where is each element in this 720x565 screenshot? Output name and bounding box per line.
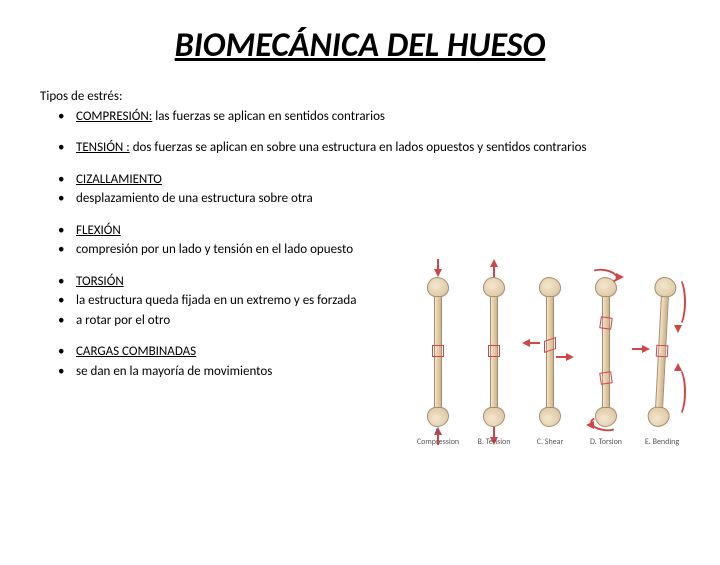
term-torsion: TORSIÓN xyxy=(76,274,124,289)
bullet-torsion-term: TORSIÓN xyxy=(58,273,440,291)
bullet-cizallamiento-term: CIZALLAMIENTO xyxy=(58,171,680,189)
bullet-compresion: COMPRESIÓN: las fuerzas se aplican en se… xyxy=(58,108,680,126)
group-compresion: COMPRESIÓN: las fuerzas se aplican en se… xyxy=(40,108,680,126)
group-combinadas: CARGAS COMBINADAS se dan en la mayoría d… xyxy=(40,343,440,380)
term-combinadas: CARGAS COMBINADAS xyxy=(76,344,196,359)
caption-e: E. Bending xyxy=(640,437,684,447)
intro-text: Tipos de estrés: xyxy=(40,88,680,106)
bone-diagram: A. Compression B. Tension C. xyxy=(416,267,686,482)
bone-shear: C. Shear xyxy=(528,267,572,447)
group-torsion: TORSIÓN la estructura queda fijada en un… xyxy=(40,273,440,330)
desc-compresion: las fuerzas se aplican en sentidos contr… xyxy=(152,109,385,124)
bone-torsion: D. Torsion xyxy=(584,267,628,447)
caption-a: A. Compression xyxy=(416,427,460,447)
caption-d: D. Torsion xyxy=(584,437,628,447)
group-cizallamiento: CIZALLAMIENTO desplazamiento de una estr… xyxy=(40,171,680,208)
bullet-flexion-term: FLEXIÓN xyxy=(58,222,440,240)
bullet-tension: TENSIÓN : dos fuerzas se aplican en sobr… xyxy=(58,139,680,157)
bullet-flexion-desc: compresión por un lado y tensión en el l… xyxy=(58,241,440,259)
term-compresion: COMPRESIÓN: xyxy=(76,109,152,124)
caption-c: C. Shear xyxy=(528,437,572,447)
term-tension: TENSIÓN : xyxy=(76,140,130,155)
page-title: BIOMECÁNICA DEL HUESO xyxy=(0,25,720,66)
bullet-torsion-desc1: la estructura queda fijada en un extremo… xyxy=(58,292,440,310)
desc-tension: dos fuerzas se aplican en sobre una estr… xyxy=(130,140,587,155)
bullet-cizallamiento-desc: desplazamiento de una estructura sobre o… xyxy=(58,190,680,208)
bullet-torsion-desc2: a rotar por el otro xyxy=(58,312,440,330)
caption-b: B. Tension xyxy=(472,437,516,447)
term-cizallamiento: CIZALLAMIENTO xyxy=(76,172,162,187)
bone-compression: A. Compression xyxy=(416,267,460,447)
bullet-combinadas-desc: se dan en la mayoría de movimientos xyxy=(58,363,440,381)
group-flexion: FLEXIÓN compresión por un lado y tensión… xyxy=(40,222,440,259)
group-tension: TENSIÓN : dos fuerzas se aplican en sobr… xyxy=(40,139,680,157)
term-flexion: FLEXIÓN xyxy=(76,223,121,238)
bullet-combinadas-term: CARGAS COMBINADAS xyxy=(58,343,440,361)
bone-bending: E. Bending xyxy=(640,267,684,447)
bone-tension: B. Tension xyxy=(472,267,516,447)
